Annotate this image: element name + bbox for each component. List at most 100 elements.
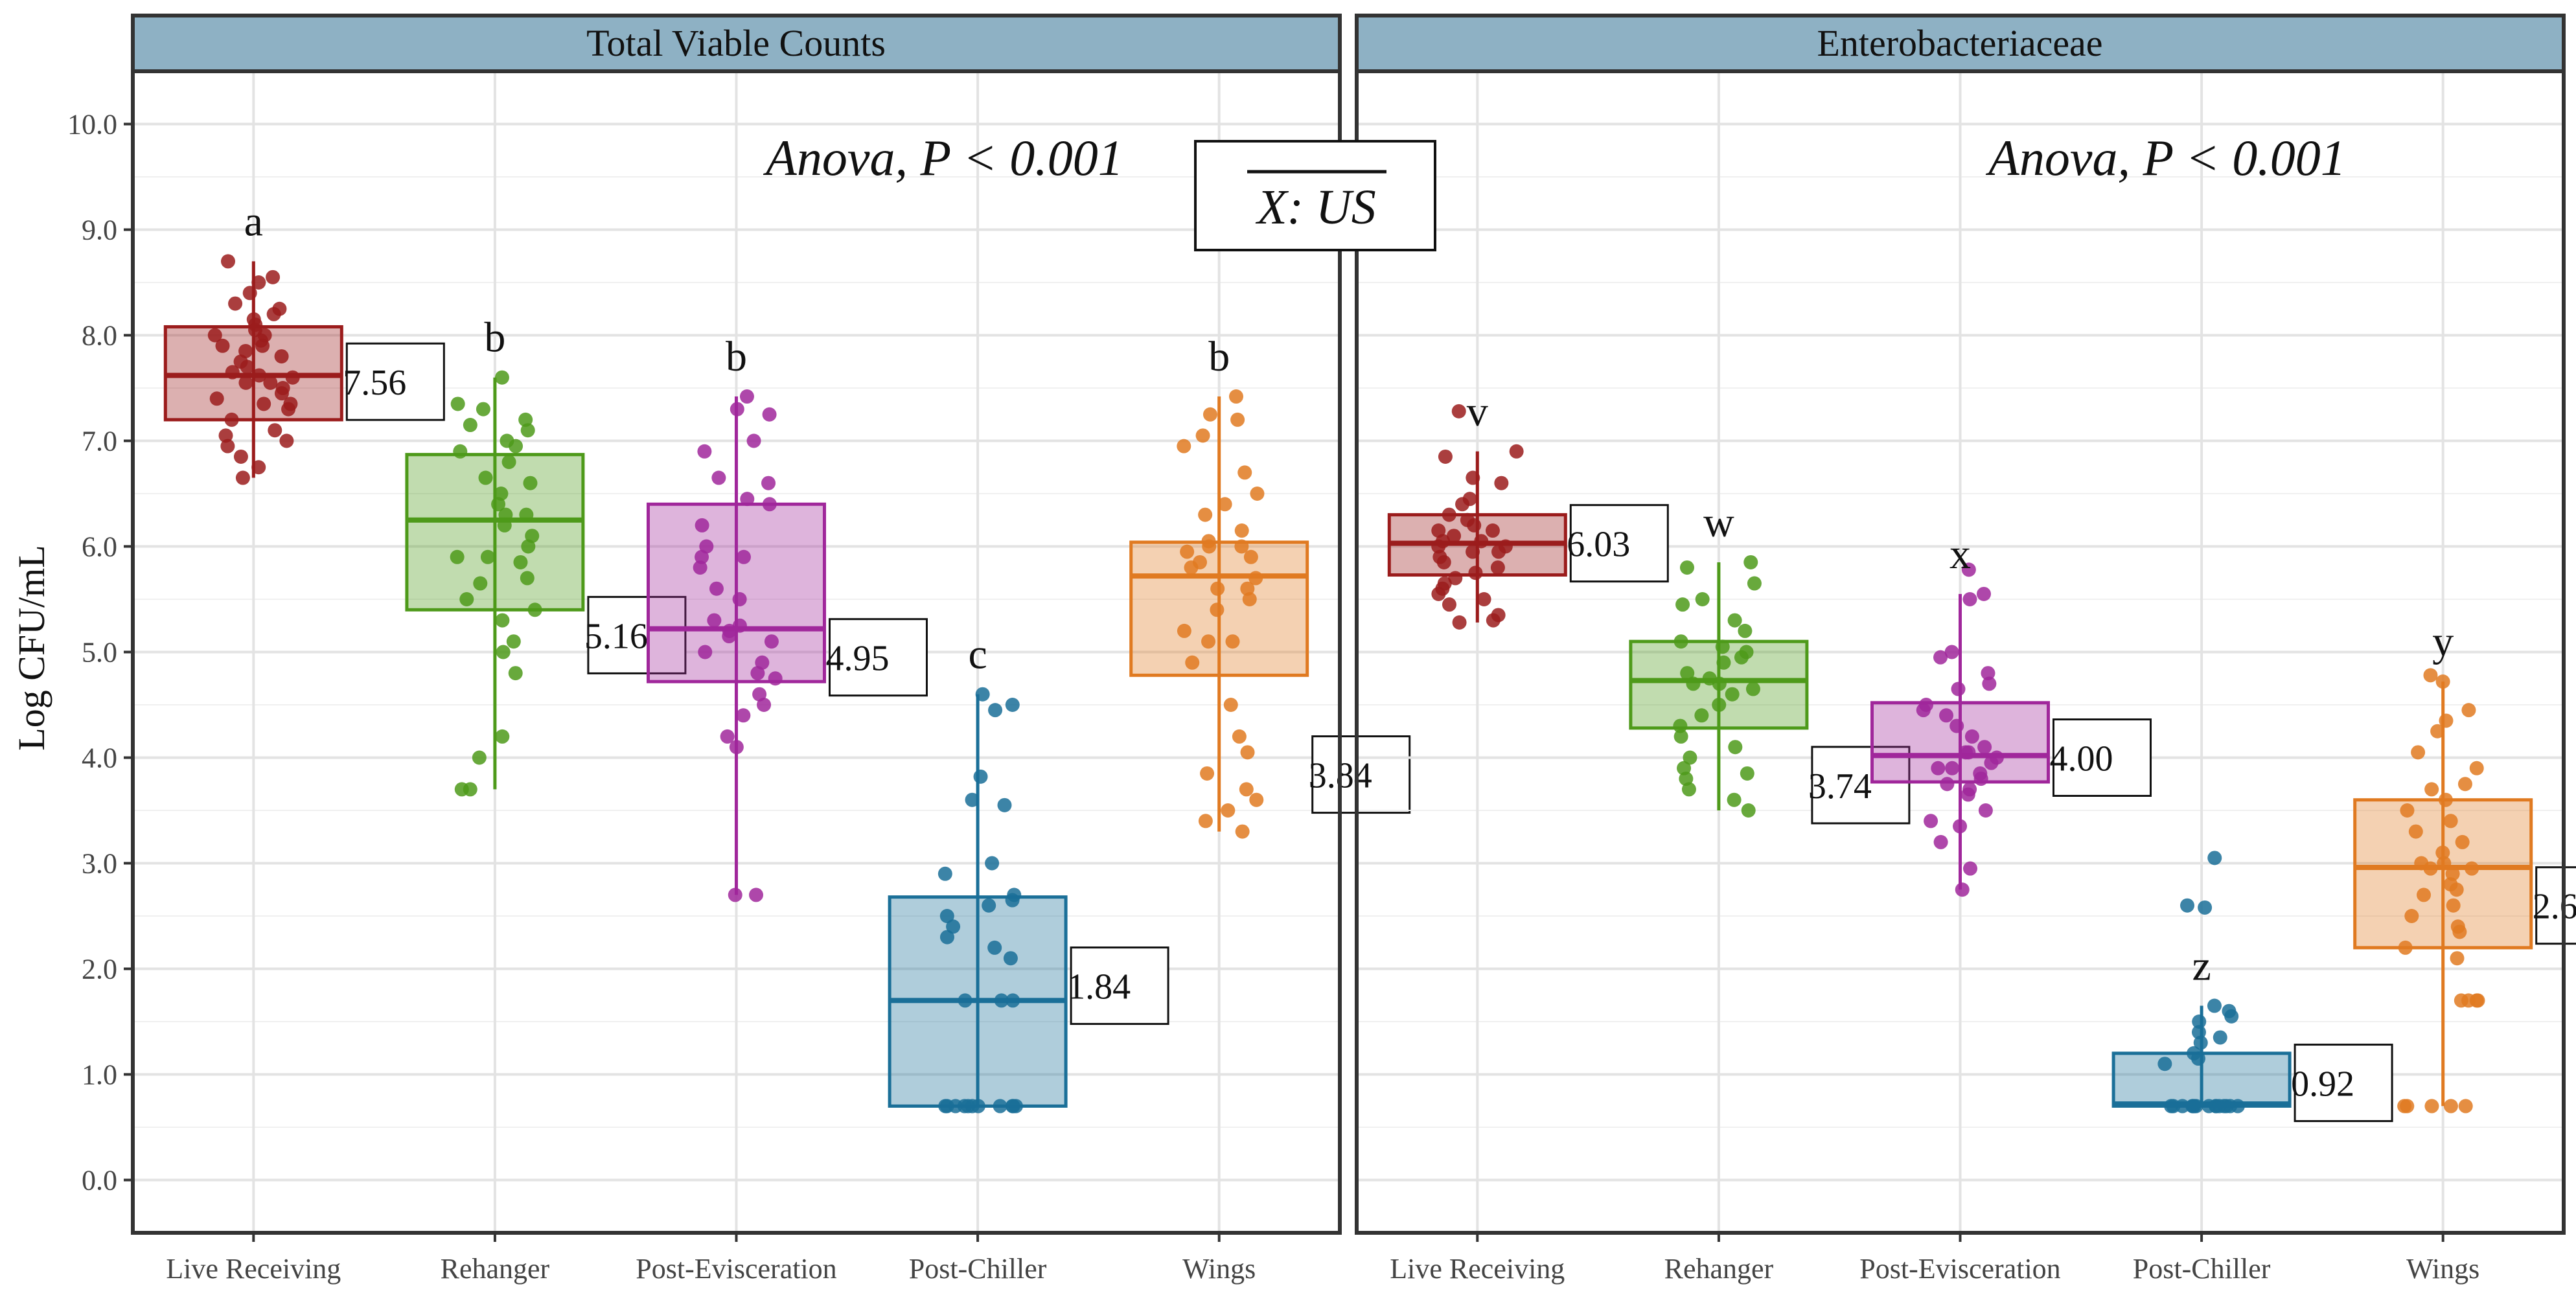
data-point — [1740, 766, 1754, 781]
y-tick-label: 3.0 — [82, 848, 117, 880]
data-point — [453, 444, 468, 459]
data-point — [220, 254, 235, 269]
data-point — [1202, 539, 1217, 554]
strip-title: Enterobacteriaceae — [1817, 22, 2102, 64]
data-point — [973, 769, 988, 784]
data-point — [1009, 1099, 1024, 1114]
y-tick-label: 10.0 — [67, 109, 117, 141]
data-point — [749, 888, 764, 902]
data-point — [1977, 586, 1992, 601]
significance-letter: b — [484, 314, 505, 361]
mean-label-box — [587, 595, 687, 674]
data-point — [1961, 562, 1976, 577]
data-point — [1944, 645, 1959, 659]
data-point — [1180, 544, 1195, 559]
data-point — [1248, 571, 1263, 586]
data-point — [709, 581, 724, 596]
data-point — [2465, 861, 2479, 876]
x-tick-label: Wings — [2406, 1253, 2479, 1285]
data-point — [1442, 597, 1456, 612]
data-point — [1223, 698, 1238, 712]
mean-label-text: 6.03 — [1567, 525, 1630, 565]
data-point — [732, 592, 747, 606]
data-point — [740, 492, 755, 507]
data-point — [987, 940, 1002, 955]
data-point — [513, 555, 528, 569]
data-point — [1939, 708, 1954, 723]
data-point — [2452, 924, 2467, 939]
data-point — [1694, 708, 1709, 723]
data-point — [228, 296, 243, 311]
data-point — [1940, 777, 1955, 792]
data-point — [722, 629, 737, 644]
data-point — [2423, 668, 2438, 683]
data-point — [695, 549, 709, 564]
data-point — [1933, 650, 1948, 665]
data-point — [1491, 544, 1506, 559]
data-point — [2455, 834, 2470, 849]
data-point — [224, 412, 239, 427]
mean-label-text: 5.16 — [584, 616, 648, 656]
y-tick-label: 7.0 — [82, 426, 117, 457]
data-point — [730, 402, 744, 417]
data-point — [2443, 1099, 2458, 1114]
mean-label-box — [2053, 718, 2152, 797]
box-group: b 5.16 — [405, 314, 687, 797]
data-point — [2411, 745, 2426, 760]
data-point — [1005, 698, 1020, 712]
data-point — [1485, 523, 1500, 538]
data-point — [2207, 851, 2222, 865]
data-point — [1743, 555, 1758, 569]
data-point — [506, 634, 521, 649]
data-point — [251, 460, 266, 475]
data-point — [2185, 1099, 2200, 1114]
x-tick-label: Wings — [1182, 1253, 1256, 1285]
x-axis-ticks: Live Receiving Rehanger Post-Evisceration P… — [166, 1233, 1256, 1285]
data-point — [495, 729, 510, 744]
data-point — [2430, 724, 2445, 739]
panel-enterobacteriaceae: Enterobacteriaceae v6.03 w3.74x4.00z0.92y… — [1355, 14, 2576, 1285]
anova-annotation: Anova, P < 0.001 — [1985, 130, 2346, 186]
data-point — [1210, 602, 1225, 617]
mean-label-box — [2535, 866, 2576, 945]
data-point — [218, 428, 233, 443]
data-point — [1712, 698, 1727, 712]
data-point — [242, 286, 257, 301]
strip-background — [1355, 14, 2566, 73]
data-point — [985, 856, 1000, 871]
significance-letter: x — [1949, 531, 1971, 578]
x-tick-label: Live Receiving — [1390, 1253, 1565, 1285]
data-point — [1738, 623, 1753, 638]
data-point — [2469, 761, 2484, 775]
data-point — [501, 455, 516, 470]
data-point — [1474, 534, 1489, 549]
data-point — [2424, 782, 2439, 797]
data-point — [994, 993, 1009, 1008]
data-point — [1466, 544, 1480, 559]
anova-annotation: Anova, P < 0.001 — [763, 130, 1123, 186]
data-point — [1509, 444, 1524, 459]
data-point — [2180, 898, 2195, 913]
data-point — [1683, 750, 1697, 765]
significance-letter: c — [968, 631, 987, 678]
box-layer: v 6.03 w 3.74 x 4.00 z 0.92 y 2.60 — [1387, 388, 2576, 1123]
data-point — [1477, 592, 1491, 606]
y-tick-label: 4.0 — [82, 742, 117, 774]
data-point — [2193, 1035, 2208, 1050]
data-point — [1468, 566, 1483, 580]
data-point — [2450, 951, 2465, 966]
mean-label-text: 7.56 — [343, 363, 406, 403]
data-point — [1221, 803, 1236, 818]
data-point — [2424, 1099, 2439, 1114]
data-point — [693, 560, 707, 575]
x-tick-label: Rehanger — [441, 1253, 550, 1285]
data-point — [1686, 676, 1701, 691]
data-point — [729, 740, 744, 755]
data-point — [1003, 951, 1018, 966]
data-point — [2191, 1025, 2206, 1040]
data-point — [2207, 998, 2222, 1013]
data-point — [274, 386, 289, 401]
data-point — [1961, 787, 1975, 802]
x-axis-ticks: Live Receiving Rehanger Post-Evisceration P… — [1390, 1233, 2479, 1285]
data-point — [472, 750, 487, 765]
